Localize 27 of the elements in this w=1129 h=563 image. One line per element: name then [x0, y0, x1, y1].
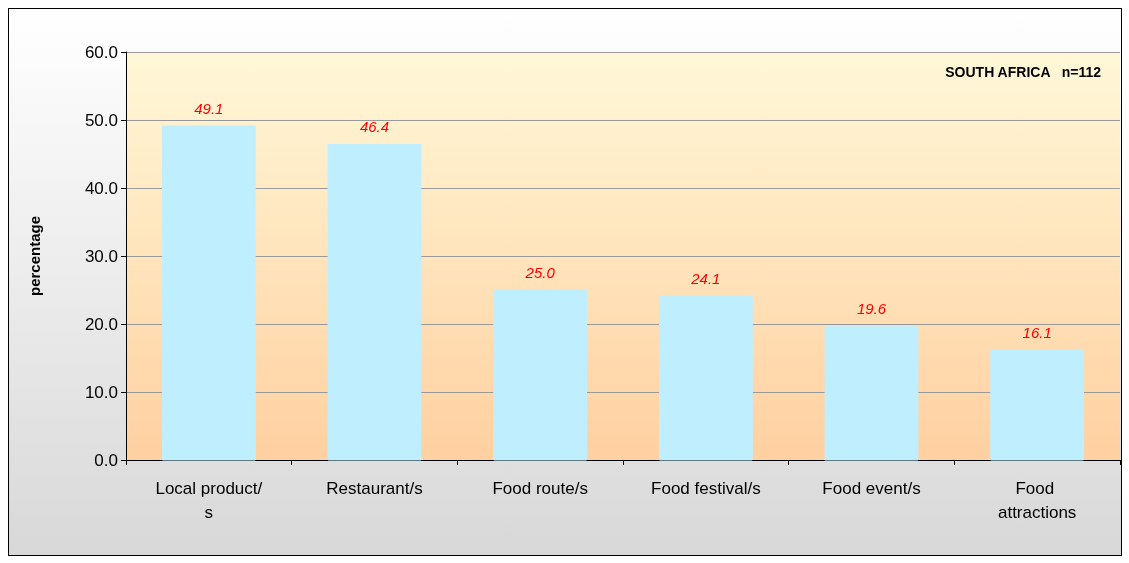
bar	[161, 125, 256, 461]
bar	[658, 295, 753, 461]
y-tick-label: 40.0	[84, 178, 118, 198]
y-tick-label: 50.0	[84, 110, 118, 130]
x-tick-label: Local product/s	[155, 478, 263, 522]
bar	[327, 143, 422, 461]
x-tick-label: Food festival/s	[651, 478, 761, 498]
y-axis-title: percentage	[26, 215, 43, 297]
data-label: 19.6	[856, 300, 887, 318]
x-tick-label: Food attractions	[997, 478, 1077, 522]
data-label: 25.0	[524, 263, 556, 281]
y-tick-label: 60.0	[84, 42, 118, 62]
data-label: 16.1	[1022, 324, 1052, 342]
bar	[990, 350, 1085, 461]
y-tick-label: 10.0	[84, 382, 118, 402]
text: SOUTH AFRICA n=112	[945, 64, 1102, 80]
bar	[824, 326, 919, 461]
data-label: 49.1	[194, 99, 224, 117]
x-tick-label: Food route/s	[492, 478, 588, 498]
data-label: 46.4	[359, 117, 390, 135]
y-tick-label: 20.0	[84, 314, 118, 334]
x-tick-label: Restaurant/s	[326, 478, 423, 498]
x-tick-label: Food event/s	[822, 478, 921, 498]
y-tick-label: 30.0	[84, 246, 118, 266]
y-tick-label: 0.0	[94, 450, 118, 470]
data-label: 24.1	[690, 269, 721, 287]
bar	[493, 289, 588, 461]
